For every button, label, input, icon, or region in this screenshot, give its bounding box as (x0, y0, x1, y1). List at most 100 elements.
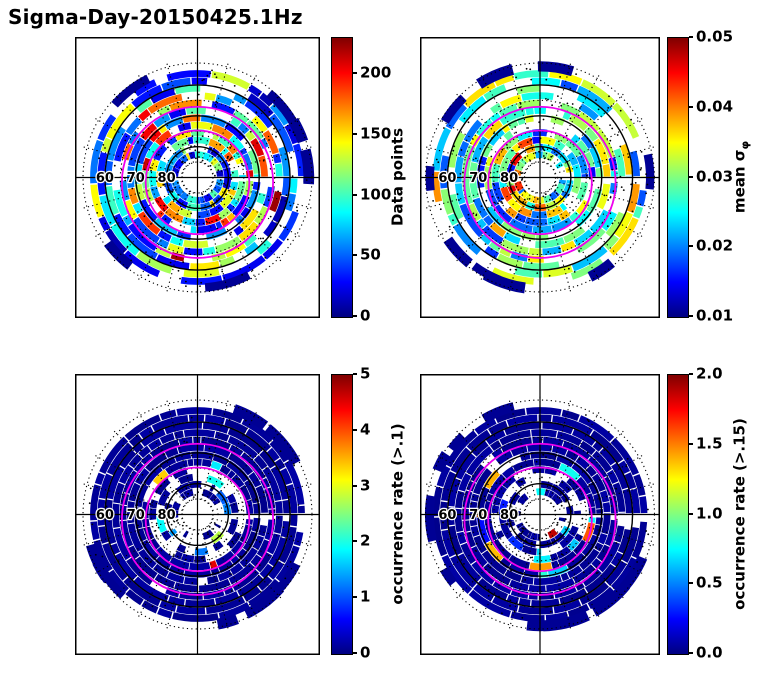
svg-text:70: 70 (469, 171, 487, 186)
latitude-labels: 60 70 80 (437, 170, 519, 188)
colorbar-tick (353, 596, 357, 599)
colorbar-tick-label: 0 (360, 643, 371, 662)
colorbar-tick (353, 315, 357, 317)
svg-text:60: 60 (96, 508, 114, 523)
latitude-labels: 60 70 80 (95, 170, 177, 188)
colorbar-tick-label: 1.5 (696, 434, 723, 453)
colorbar-label: mean σφ (730, 37, 752, 318)
plot-frame (420, 374, 660, 655)
svg-text:60: 60 (96, 171, 114, 186)
auroral-oval (463, 442, 617, 596)
colorbar-tick-label: 0.02 (696, 236, 734, 255)
polar-plot-data-points: 60 70 80 (75, 37, 320, 318)
polar-grid (420, 38, 660, 317)
sample-dots (88, 416, 300, 624)
colorbar-tick-label: 2 (360, 532, 371, 551)
colorbar-tick-label: 0.0 (696, 643, 723, 662)
colorbar-tick-label: 0.5 (696, 573, 723, 592)
colorbar-occurrence-rate-15: 0.0 0.5 1.0 1.5 2.0 (667, 365, 747, 662)
colorbar-label-sub: φ (738, 140, 752, 150)
colorbar-tick-label: 0.03 (696, 167, 734, 186)
colorbar-tick (689, 105, 693, 108)
colorbar-label: Data points (389, 37, 409, 318)
plot-frame (420, 37, 660, 318)
colorbar-tick-label: 150 (360, 124, 392, 143)
colorbar-label-text: Data points (388, 127, 407, 227)
auroral-oval (121, 105, 274, 259)
colorbar-gradient (667, 374, 689, 655)
colorbar-tick (353, 428, 357, 431)
figure-title: Sigma-Day-20150425.1Hz (8, 5, 303, 29)
colorbar-tick (353, 72, 357, 75)
colorbar-tick (353, 254, 357, 257)
svg-text:70: 70 (469, 508, 487, 523)
colorbar-tick-label: 5 (360, 364, 371, 383)
colorbar-mean-sigma-phi: 0.01 0.02 0.03 0.04 0.05 (667, 28, 747, 325)
colorbar-label: occurrence rate (>.1) (389, 374, 409, 655)
colorbar-gradient (331, 374, 353, 655)
svg-text:80: 80 (158, 508, 176, 523)
colorbar-tick-label: 0.05 (696, 27, 734, 46)
colorbar-tick-label: 100 (360, 185, 392, 204)
colorbar-tick (689, 652, 693, 654)
panel-bottom-right: 60 70 80 0.0 0.5 1.0 1.5 2.0 occurrence rate (… (420, 365, 759, 662)
svg-text:60: 60 (438, 171, 456, 186)
auroral-oval (121, 442, 274, 596)
colorbar-tick (353, 373, 357, 375)
heatmap-cells (424, 402, 648, 632)
colorbar-tick-label: 0.01 (696, 306, 734, 325)
colorbar-tick-label: 2.0 (696, 364, 723, 383)
colorbar-tick (689, 373, 693, 375)
panel-bottom-left: 60 70 80 0 1 2 3 4 5 occurrence rate (>.1) (75, 365, 407, 662)
colorbar-tick (353, 540, 357, 543)
colorbar-tick (689, 512, 693, 515)
heatmap-cells (425, 61, 655, 294)
colorbar-tick-label: 0.04 (696, 97, 734, 116)
colorbar-tick-label: 0 (360, 306, 371, 325)
svg-text:70: 70 (127, 171, 145, 186)
colorbar-label-text: occurrence rate (>.15) (730, 418, 749, 610)
polar-plot-occurrence-rate-1: 60 70 80 (75, 374, 320, 655)
plot-frame (75, 374, 320, 655)
svg-text:80: 80 (500, 508, 518, 523)
colorbar-tick (353, 133, 357, 136)
colorbar-occurrence-rate-1: 0 1 2 3 4 5 (331, 365, 411, 662)
colorbar-tick (689, 175, 693, 178)
colorbar-tick-label: 50 (360, 245, 381, 264)
colorbar-label-text: occurrence rate (>.1) (388, 423, 407, 605)
colorbar-tick-label: 3 (360, 476, 371, 495)
polar-plot-mean-sigma-phi: 60 70 80 (420, 37, 660, 318)
auroral-oval (463, 105, 617, 259)
colorbar-tick (689, 36, 693, 38)
panel-top-right: 60 70 80 0.01 0.02 0.03 0.04 0.05 mean σφ (420, 28, 759, 325)
colorbar-label: occurrence rate (>.15) (731, 374, 751, 655)
plot-frame (75, 37, 320, 318)
latitude-labels: 60 70 80 (437, 507, 519, 525)
colorbar-gradient (331, 37, 353, 318)
colorbar-tick (353, 652, 357, 654)
colorbar-gradient (667, 37, 689, 318)
colorbar-tick-label: 1.0 (696, 504, 723, 523)
colorbar-tick-label: 1 (360, 587, 371, 606)
colorbar-tick-label: 200 (360, 64, 392, 83)
polar-plot-occurrence-rate-15: 60 70 80 (420, 374, 660, 655)
svg-text:80: 80 (158, 171, 176, 186)
polar-grid (76, 375, 319, 654)
colorbar-label-text: mean σ (730, 149, 749, 214)
svg-text:60: 60 (438, 508, 456, 523)
colorbar-tick-label: 4 (360, 420, 371, 439)
colorbar-tick (353, 484, 357, 487)
svg-text:70: 70 (127, 508, 145, 523)
panel-top-left: 60 70 80 0 50 100 150 200 Data points (75, 37, 407, 325)
colorbar-tick (689, 582, 693, 585)
colorbar-tick (353, 193, 357, 196)
colorbar-tick (689, 245, 693, 248)
polar-grid (420, 375, 660, 654)
polar-grid (76, 38, 319, 317)
colorbar-tick (689, 442, 693, 445)
colorbar-tick (689, 315, 693, 317)
svg-text:80: 80 (500, 171, 518, 186)
heatmap-cells (90, 70, 315, 292)
latitude-labels: 60 70 80 (95, 507, 177, 525)
